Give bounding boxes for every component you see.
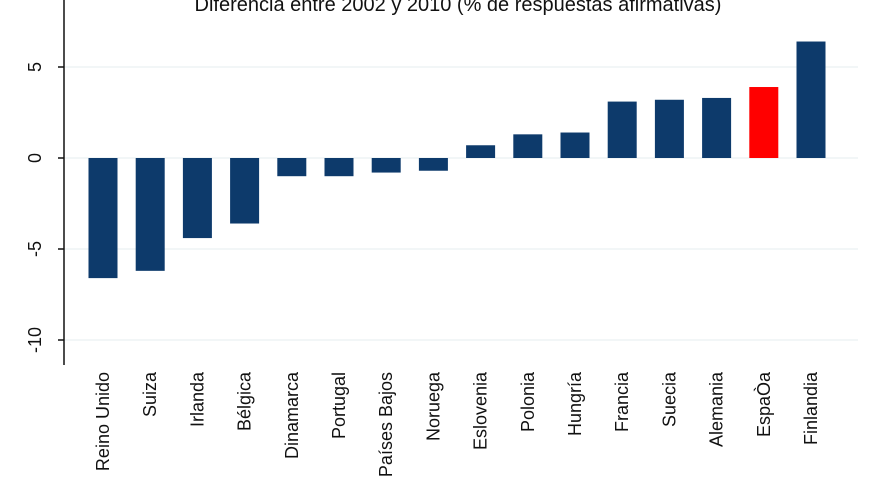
category-label: Dinamarca [282, 371, 302, 459]
bar-10 [560, 132, 590, 158]
bar-5 [324, 158, 354, 177]
y-tick-label: -5 [25, 241, 45, 257]
bar-12 [654, 99, 684, 158]
category-label: Suecia [659, 371, 679, 427]
bar-4 [277, 158, 307, 177]
y-tick-layer: 5 0 -5 -10 [25, 62, 64, 353]
x-label-layer: Reino Unido Suiza Irlanda Bélgica Dinamarca P… [93, 371, 821, 477]
bar-14 [749, 87, 779, 158]
bar-13 [702, 97, 732, 158]
category-label: Bélgica [235, 371, 255, 431]
bar-2 [182, 158, 212, 239]
chart-title: Diferencia entre 2002 y 2010 (% de respu… [195, 0, 722, 16]
bar-6 [371, 158, 401, 173]
bar-11 [607, 101, 637, 158]
bar-0 [88, 158, 118, 279]
bar-1 [135, 158, 165, 271]
category-label: Portugal [329, 372, 349, 439]
bars-layer [88, 41, 826, 279]
bar-9 [513, 134, 543, 158]
category-label: Noruega [423, 371, 443, 441]
category-label: Alemania [707, 371, 727, 447]
category-label: Francia [612, 371, 632, 432]
y-tick-label: 5 [25, 62, 45, 72]
bar-8 [466, 145, 496, 158]
category-label: Países Bajos [376, 372, 396, 477]
bar-3 [230, 158, 260, 224]
bar-15 [796, 41, 826, 158]
category-label: Eslovenia [471, 371, 491, 450]
bar-7 [418, 158, 448, 171]
category-label: Reino Unido [93, 372, 113, 471]
y-tick-label: 0 [25, 153, 45, 163]
category-label: Finlandia [801, 371, 821, 445]
category-label: Suiza [140, 371, 160, 417]
y-tick-label: -10 [25, 327, 45, 353]
category-label: Irlanda [187, 371, 207, 427]
category-label: Polonia [518, 371, 538, 432]
category-label: Hungría [565, 371, 585, 436]
category-label: EspaÒa [753, 371, 774, 437]
